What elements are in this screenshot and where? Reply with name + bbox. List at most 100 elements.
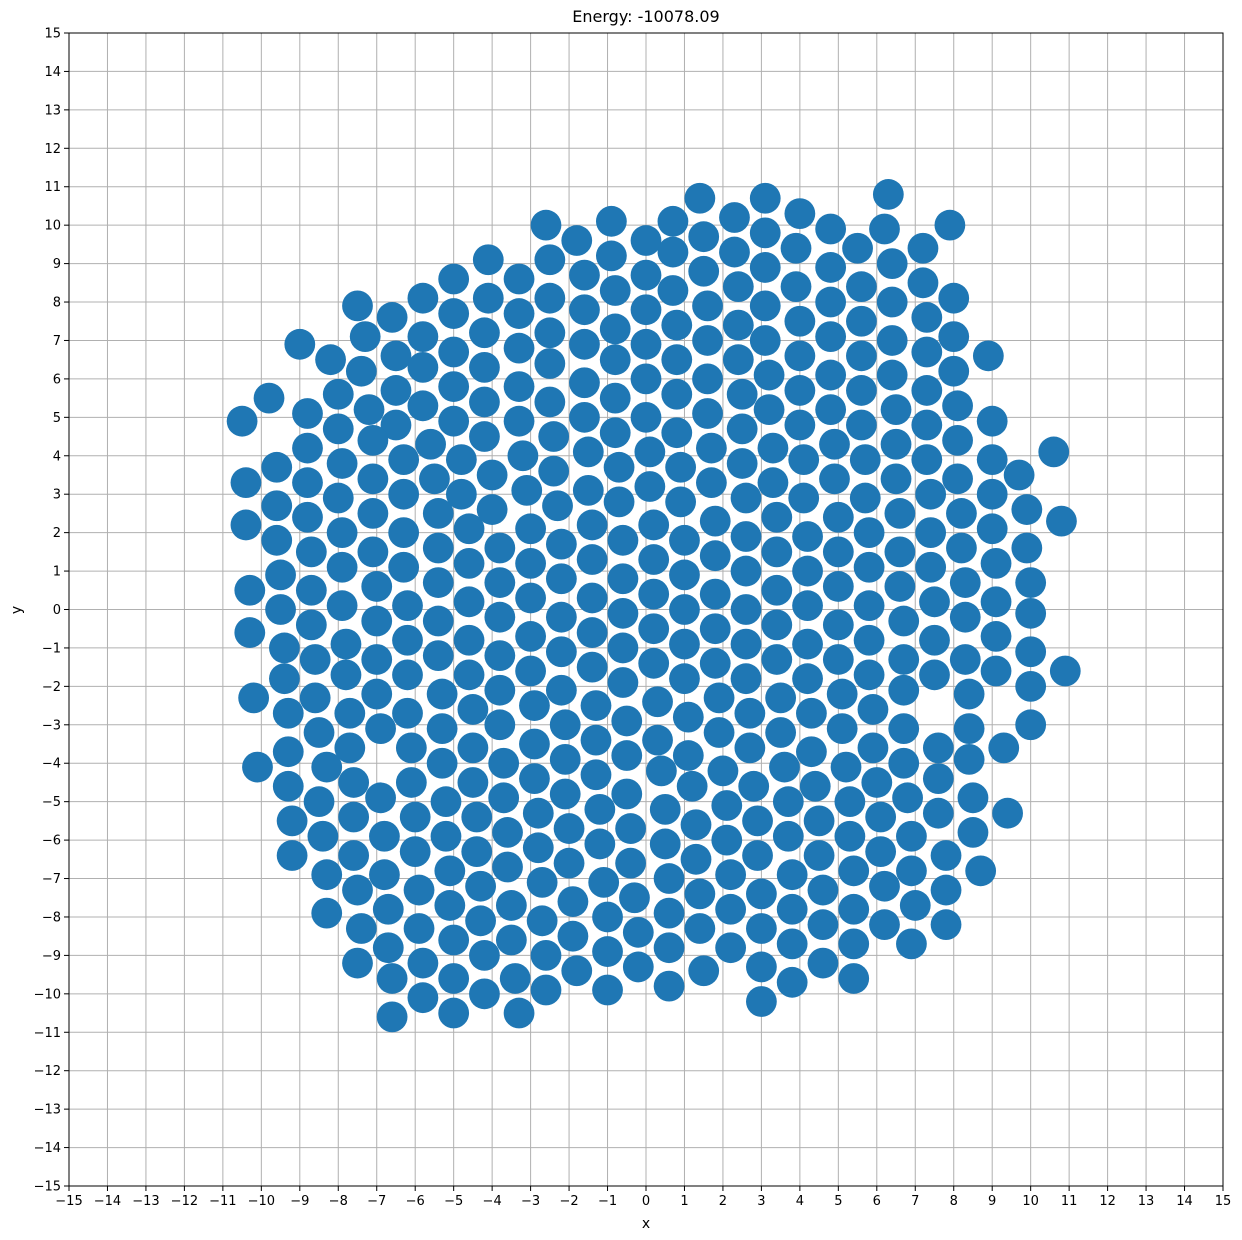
y-tick-label: 15 — [44, 27, 61, 42]
scatter-point — [553, 813, 585, 844]
scatter-point — [715, 893, 747, 925]
y-tick-label: −12 — [34, 1064, 61, 1079]
scatter-point — [676, 770, 708, 802]
scatter-point — [376, 1001, 408, 1033]
x-tick-label: 7 — [911, 1194, 919, 1209]
scatter-point — [542, 490, 573, 522]
scatter-point — [1015, 636, 1047, 668]
scatter-point — [746, 878, 777, 910]
scatter-point — [722, 271, 754, 303]
scatter-point — [534, 282, 566, 314]
scatter-point — [434, 855, 466, 887]
scatter-point — [295, 574, 327, 606]
y-tick-label: −11 — [34, 1026, 61, 1041]
scatter-point — [403, 913, 435, 944]
scatter-point — [549, 778, 581, 810]
scatter-point — [730, 663, 762, 695]
scatter-point — [345, 913, 377, 944]
scatter-point — [599, 344, 631, 376]
scatter-point — [684, 182, 716, 214]
scatter-point — [303, 786, 335, 818]
scatter-point — [615, 813, 646, 844]
scatter-point — [326, 448, 358, 479]
x-tick-label: −2 — [559, 1194, 578, 1209]
scatter-point — [422, 567, 454, 598]
scatter-point — [830, 751, 862, 783]
scatter-point — [976, 513, 1008, 545]
scatter-point — [703, 717, 735, 748]
scatter-point — [730, 628, 762, 660]
scatter-point — [599, 417, 631, 449]
scatter-point — [1049, 655, 1081, 687]
scatter-point — [699, 505, 731, 537]
x-tick-label: 14 — [1176, 1194, 1193, 1209]
scatter-point — [311, 897, 343, 929]
scatter-point — [426, 678, 458, 710]
scatter-point — [357, 425, 389, 456]
scatter-point — [784, 409, 816, 441]
scatter-point — [938, 355, 970, 387]
scatter-point — [976, 405, 1008, 437]
y-tick-label: −3 — [42, 718, 61, 733]
scatter-point — [292, 467, 323, 499]
scatter-point — [342, 874, 373, 906]
scatter-point — [699, 540, 731, 572]
scatter-point — [495, 924, 527, 956]
scatter-point — [911, 375, 943, 406]
scatter-point — [230, 467, 262, 499]
scatter-point — [388, 478, 420, 510]
y-tick-label: 5 — [53, 411, 61, 426]
scatter-point — [392, 624, 423, 656]
scatter-point — [434, 890, 466, 921]
scatter-point — [607, 597, 639, 629]
scatter-point — [757, 467, 789, 499]
scatter-point — [653, 932, 685, 964]
x-tick-label: 10 — [1022, 1194, 1039, 1209]
scatter-point — [272, 697, 304, 729]
scatter-point — [846, 271, 877, 303]
x-tick-label: −8 — [329, 1194, 348, 1209]
x-tick-label: −12 — [171, 1194, 198, 1209]
scatter-point — [815, 213, 847, 245]
scatter-point — [461, 801, 493, 833]
scatter-point — [522, 797, 554, 829]
scatter-point — [569, 401, 600, 433]
scatter-point — [357, 463, 389, 495]
scatter-point — [395, 732, 427, 764]
scatter-point — [445, 444, 477, 475]
scatter-point — [796, 736, 827, 768]
scatter-point — [530, 940, 562, 971]
scatter-point — [569, 259, 600, 291]
scatter-point — [619, 882, 650, 914]
scatter-point — [684, 878, 716, 910]
scatter-point — [746, 951, 777, 983]
scatter-point — [569, 328, 600, 360]
scatter-point — [1015, 567, 1047, 598]
scatter-point — [526, 866, 558, 898]
scatter-point — [580, 759, 612, 791]
scatter-point — [953, 713, 985, 745]
scatter-point — [911, 336, 943, 368]
scatter-point — [615, 847, 646, 879]
scatter-point — [980, 655, 1012, 687]
scatter-point — [653, 897, 685, 929]
scatter-point — [484, 601, 516, 633]
scatter-point — [715, 859, 747, 891]
scatter-point — [884, 571, 916, 602]
y-tick-label: 12 — [44, 142, 61, 157]
scatter-point — [822, 501, 854, 533]
scatter-point — [353, 394, 385, 426]
scatter-point — [545, 674, 577, 706]
scatter-point — [1015, 709, 1047, 741]
scatter-point — [672, 740, 704, 771]
scatter-point — [922, 763, 954, 794]
scatter-point — [896, 928, 927, 960]
scatter-point — [369, 820, 400, 852]
scatter-point — [438, 963, 470, 994]
scatter-point — [488, 782, 520, 814]
scatter-point — [238, 682, 270, 714]
scatter-point — [292, 432, 323, 464]
scatter-point — [334, 697, 366, 729]
scatter-point — [276, 840, 308, 871]
scatter-point — [826, 678, 858, 710]
